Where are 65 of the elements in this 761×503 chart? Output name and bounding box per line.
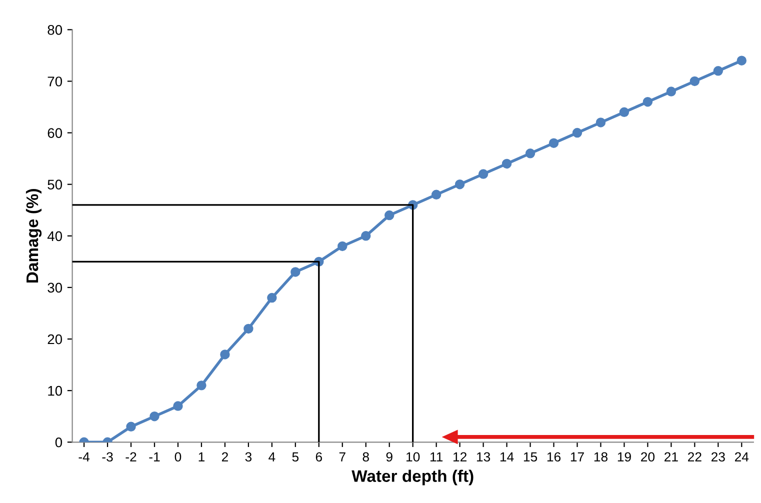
y-tick-label: 0 <box>55 437 62 448</box>
point <box>642 96 653 107</box>
x-tick-label: 7 <box>339 452 346 462</box>
x-tick-label: -3 <box>102 452 113 462</box>
x-tick-label: -4 <box>78 452 90 462</box>
x-tick-label: 18 <box>594 452 608 462</box>
x-tick-label: 24 <box>734 452 749 462</box>
point <box>196 380 206 390</box>
point <box>150 411 160 422</box>
x-tick-label: -1 <box>149 452 160 462</box>
y-tick-label: 40 <box>47 231 62 242</box>
point <box>267 292 277 303</box>
x-tick-label: 1 <box>198 452 204 462</box>
x-tick-label: 11 <box>430 452 443 462</box>
point <box>431 190 442 200</box>
point <box>619 107 630 118</box>
point <box>454 179 465 190</box>
x-axis-title: Water depth (ft) <box>352 470 474 486</box>
point <box>361 231 371 241</box>
x-tick-label: -2 <box>126 452 136 462</box>
x-tick-label: 5 <box>292 452 299 462</box>
x-tick-label: 0 <box>174 452 182 462</box>
y-tick-label: 20 <box>48 334 62 344</box>
x-tick-label: 9 <box>386 452 392 462</box>
point <box>525 148 536 158</box>
point <box>666 86 676 96</box>
y-tick-label: 70 <box>48 76 62 86</box>
point <box>290 267 300 277</box>
x-tick-label: 3 <box>245 452 252 462</box>
point <box>384 210 394 220</box>
x-tick-label: 17 <box>570 452 584 462</box>
x-tick-label: 2 <box>222 452 228 462</box>
point <box>478 169 488 179</box>
point <box>713 66 724 76</box>
point <box>596 118 606 128</box>
point <box>548 138 559 148</box>
x-tick-label: 19 <box>618 452 631 462</box>
y-tick-label: 50 <box>48 180 62 190</box>
x-tick-label: 13 <box>476 452 490 462</box>
x-tick-label: 22 <box>688 452 702 462</box>
y-tick-label: 10 <box>48 386 62 396</box>
point <box>502 158 512 169</box>
x-tick-label: 23 <box>711 452 725 462</box>
x-tick-label: 14 <box>500 452 514 462</box>
point <box>220 350 230 360</box>
x-tick-label: 4 <box>268 452 276 462</box>
x-tick-label: 10 <box>406 452 420 462</box>
point <box>338 241 348 252</box>
point <box>690 76 700 86</box>
x-tick-label: 8 <box>362 452 369 462</box>
point <box>173 401 183 411</box>
point <box>572 128 582 138</box>
y-tick-label: 80 <box>48 25 62 35</box>
y-tick-label: 60 <box>48 128 62 138</box>
y-tick-label: 30 <box>48 282 62 293</box>
x-tick-label: 16 <box>547 452 561 462</box>
point <box>126 422 136 432</box>
x-tick-label: 21 <box>664 452 678 462</box>
x-tick-label: 15 <box>524 452 538 462</box>
x-tick-label: 6 <box>316 452 322 462</box>
point <box>244 324 254 334</box>
y-axis-title: Damage (%) <box>26 189 42 282</box>
point <box>736 56 747 66</box>
x-tick-label: 20 <box>641 452 655 462</box>
x-tick-label: 12 <box>453 452 466 462</box>
